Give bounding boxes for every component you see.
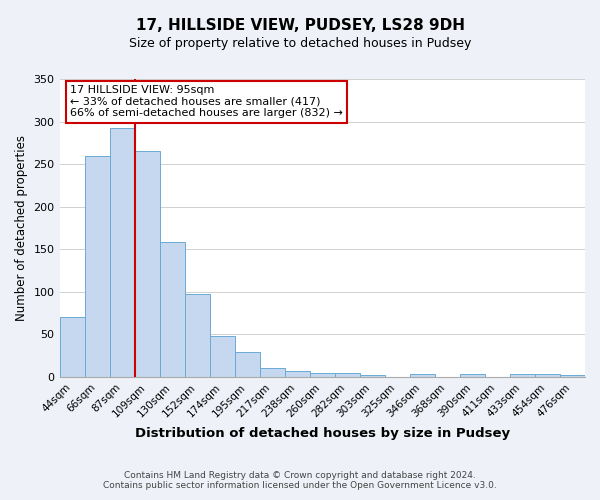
- Text: Size of property relative to detached houses in Pudsey: Size of property relative to detached ho…: [129, 38, 471, 51]
- X-axis label: Distribution of detached houses by size in Pudsey: Distribution of detached houses by size …: [135, 427, 510, 440]
- Bar: [134, 152, 160, 377]
- Text: Contains HM Land Registry data © Crown copyright and database right 2024.
Contai: Contains HM Land Registry data © Crown c…: [103, 470, 497, 490]
- Bar: [185, 294, 209, 377]
- Bar: [285, 371, 310, 377]
- Bar: [260, 368, 285, 377]
- Bar: [160, 242, 185, 377]
- Bar: [310, 372, 335, 377]
- Bar: [209, 336, 235, 377]
- Text: 17 HILLSIDE VIEW: 95sqm
← 33% of detached houses are smaller (417)
66% of semi-d: 17 HILLSIDE VIEW: 95sqm ← 33% of detache…: [70, 85, 343, 118]
- Bar: [360, 375, 385, 377]
- Bar: [510, 374, 535, 377]
- Bar: [335, 372, 360, 377]
- Bar: [410, 374, 435, 377]
- Bar: [85, 156, 110, 377]
- Bar: [460, 374, 485, 377]
- Bar: [235, 352, 260, 377]
- Bar: [110, 128, 134, 377]
- Y-axis label: Number of detached properties: Number of detached properties: [15, 135, 28, 321]
- Bar: [535, 374, 560, 377]
- Bar: [560, 375, 585, 377]
- Bar: [59, 318, 85, 377]
- Text: 17, HILLSIDE VIEW, PUDSEY, LS28 9DH: 17, HILLSIDE VIEW, PUDSEY, LS28 9DH: [136, 18, 464, 32]
